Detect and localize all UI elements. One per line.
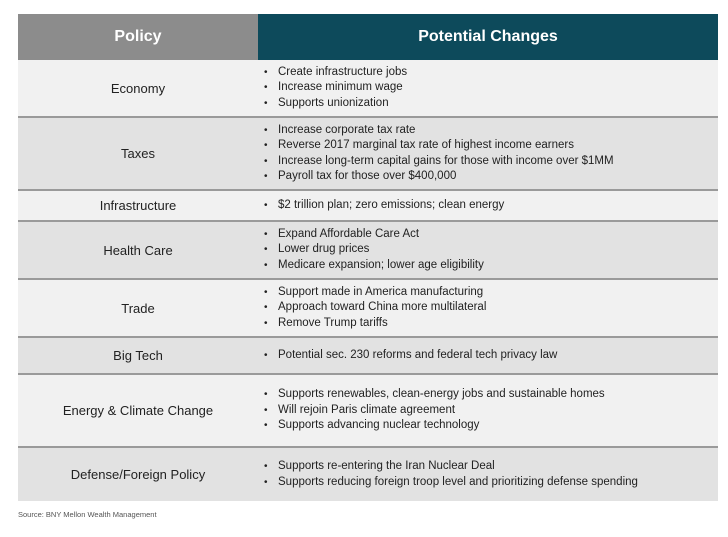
table-row: Trade Support made in America manufacturi… [18, 278, 718, 336]
table-row: Energy & Climate Change Supports renewabl… [18, 373, 718, 446]
change-item: Increase corporate tax rate [264, 123, 718, 139]
changes-list: Potential sec. 230 reforms and federal t… [260, 348, 718, 364]
policy-cell: Defense/Foreign Policy [70, 467, 206, 482]
changes-list: Create infrastructure jobsIncrease minim… [260, 65, 718, 112]
table-header: Policy Potential Changes [18, 14, 718, 60]
changes-list: $2 trillion plan; zero emissions; clean … [260, 198, 718, 214]
table-row: Infrastructure $2 trillion plan; zero emi… [18, 189, 718, 220]
policy-cell: Energy & Climate Change [62, 403, 214, 418]
header-policy: Policy [18, 14, 258, 60]
table-body: EconomyCreate infrastructure jobsIncreas… [18, 60, 718, 501]
header-potential-changes: Potential Changes [258, 14, 718, 60]
change-item: Expand Affordable Care Act [264, 227, 718, 243]
changes-cell: Create infrastructure jobsIncrease minim… [258, 60, 718, 116]
change-item: Potential sec. 230 reforms and federal t… [264, 348, 718, 364]
table-row: Taxes Increase corporate tax rateReverse … [18, 116, 718, 189]
change-item: Payroll tax for those over $400,000 [264, 169, 718, 185]
changes-cell: Supports re-entering the Iran Nuclear De… [258, 448, 718, 501]
change-item: $2 trillion plan; zero emissions; clean … [264, 198, 718, 214]
change-item: Medicare expansion; lower age eligibilit… [264, 258, 718, 274]
change-item: Supports reducing foreign troop level an… [264, 475, 718, 491]
change-item: Support made in America manufacturing [264, 285, 718, 301]
change-item: Remove Trump tariffs [264, 316, 718, 332]
change-item: Increase minimum wage [264, 80, 718, 96]
policy-cell: Infrastructure [99, 198, 177, 213]
table-row: Defense/Foreign Policy Supports re-enteri… [18, 446, 718, 501]
change-item: Approach toward China more multilateral [264, 300, 718, 316]
policy-cell: Trade [121, 300, 155, 316]
changes-list: Supports re-entering the Iran Nuclear De… [260, 459, 718, 490]
change-item: Will rejoin Paris climate agreement [264, 403, 718, 419]
change-item: Reverse 2017 marginal tax rate of highes… [264, 138, 718, 154]
policy-table: Policy Potential Changes Economy Create i… [18, 14, 718, 501]
change-item: Increase long-term capital gains for tho… [264, 154, 718, 170]
policy-cell: Health Care [103, 242, 173, 258]
policy-cell: Economy [110, 80, 166, 96]
changes-list: Increase corporate tax rateReverse 2017 … [260, 123, 718, 185]
changes-cell: Expand Affordable Care ActLower drug pri… [258, 222, 718, 278]
table-row: Economy Create infrastructure jobsIncreas… [18, 60, 718, 116]
source-note: Source: BNY Mellon Wealth Management [18, 510, 157, 519]
change-item: Create infrastructure jobs [264, 65, 718, 81]
changes-list: Supports renewables, clean-energy jobs a… [260, 387, 718, 434]
table-row: Health Care Expand Affordable Care ActLow… [18, 220, 718, 278]
changes-cell: Supports renewables, clean-energy jobs a… [258, 375, 718, 446]
policy-cell: Taxes [121, 146, 155, 161]
table-row: Big Tech Potential sec. 230 reforms and f… [18, 336, 718, 373]
changes-cell: Increase corporate tax rateReverse 2017 … [258, 118, 718, 189]
change-item: Supports re-entering the Iran Nuclear De… [264, 459, 718, 475]
change-item: Supports advancing nuclear technology [264, 418, 718, 434]
changes-cell: $2 trillion plan; zero emissions; clean … [258, 191, 718, 220]
change-item: Lower drug prices [264, 242, 718, 258]
changes-cell: Potential sec. 230 reforms and federal t… [258, 338, 718, 373]
change-item: Supports unionization [264, 96, 718, 112]
changes-list: Expand Affordable Care ActLower drug pri… [260, 227, 718, 274]
change-item: Supports renewables, clean-energy jobs a… [264, 387, 718, 403]
policy-cell: Big Tech [113, 348, 163, 363]
changes-cell: Support made in America manufacturingApp… [258, 280, 718, 336]
changes-list: Support made in America manufacturingApp… [260, 285, 718, 332]
